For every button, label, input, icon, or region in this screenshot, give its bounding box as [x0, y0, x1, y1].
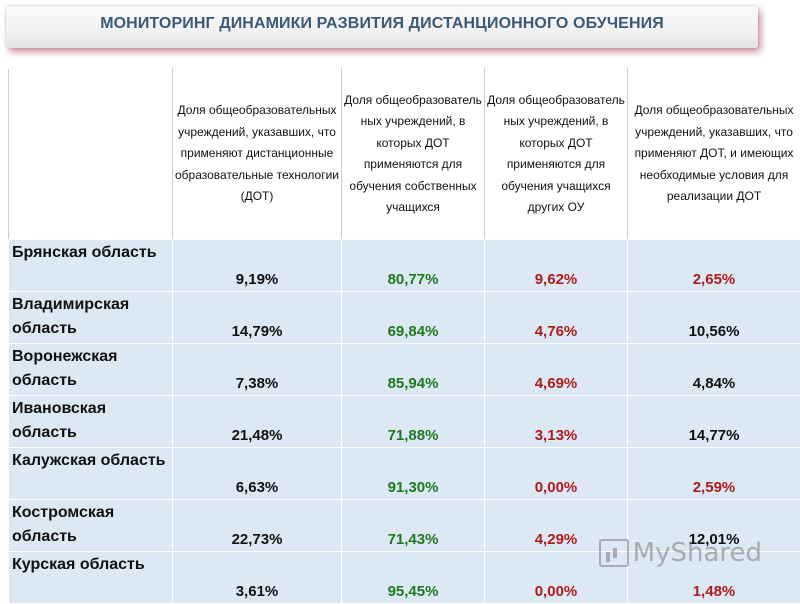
table-cell-value: 14,79%: [173, 292, 342, 344]
table-cell-value: 21,48%: [173, 396, 342, 448]
table-cell-value: 85,94%: [342, 344, 485, 396]
table-cell-value: 4,76%: [485, 292, 628, 344]
region-name: Воронежская область: [9, 344, 173, 396]
table-cell-value: 6,63%: [173, 448, 342, 500]
column-header: Доля общеобразователь ных учреждений, в …: [342, 69, 485, 240]
table-cell-value: 0,00%: [485, 448, 628, 500]
region-name: Владимирская область: [9, 292, 173, 344]
region-name: Калужская область: [9, 448, 173, 500]
table-cell-value: 71,88%: [342, 396, 485, 448]
table-header-row: Доля общеобразовательных учреждений, ука…: [9, 69, 800, 240]
region-name: Костромская область: [9, 500, 173, 552]
table-header-corner: [9, 69, 173, 240]
column-header: Доля общеобразовательных учреждений, ука…: [173, 69, 342, 240]
table-cell-value: 95,45%: [342, 552, 485, 604]
table-cell-value: 2,65%: [628, 240, 800, 292]
table-cell-value: 9,19%: [173, 240, 342, 292]
table-cell-value: 4,84%: [628, 344, 800, 396]
table-cell-value: 14,77%: [628, 396, 800, 448]
table-cell-value: 91,30%: [342, 448, 485, 500]
region-name: Курская область: [9, 552, 173, 604]
table-cell-value: 7,38%: [173, 344, 342, 396]
table-cell-value: 4,69%: [485, 344, 628, 396]
table-cell-value: 3,13%: [485, 396, 628, 448]
table-cell-value: 9,62%: [485, 240, 628, 292]
watermark: MyShared: [599, 538, 762, 568]
table-cell-value: 2,59%: [628, 448, 800, 500]
table-cell-value: 3,61%: [173, 552, 342, 604]
presentation-icon: [599, 539, 629, 567]
title-banner: МОНИТОРИНГ ДИНАМИКИ РАЗВИТИЯ ДИСТАНЦИОНН…: [6, 6, 758, 48]
table-cell-value: 71,43%: [342, 500, 485, 552]
watermark-text: MyShared: [633, 538, 762, 568]
region-name: Ивановская область: [9, 396, 173, 448]
table-cell-value: 22,73%: [173, 500, 342, 552]
column-header: Доля общеобразовательных учреждений, ука…: [628, 69, 800, 240]
column-header: Доля общеобразователь ных учреждений, в …: [485, 69, 628, 240]
monitoring-table: Доля общеобразовательных учреждений, ука…: [8, 68, 800, 604]
table-cell-value: 10,56%: [628, 292, 800, 344]
region-name: Брянская область: [9, 240, 173, 292]
page-title: МОНИТОРИНГ ДИНАМИКИ РАЗВИТИЯ ДИСТАНЦИОНН…: [6, 15, 758, 33]
table-cell-value: 69,84%: [342, 292, 485, 344]
table-cell-value: 80,77%: [342, 240, 485, 292]
